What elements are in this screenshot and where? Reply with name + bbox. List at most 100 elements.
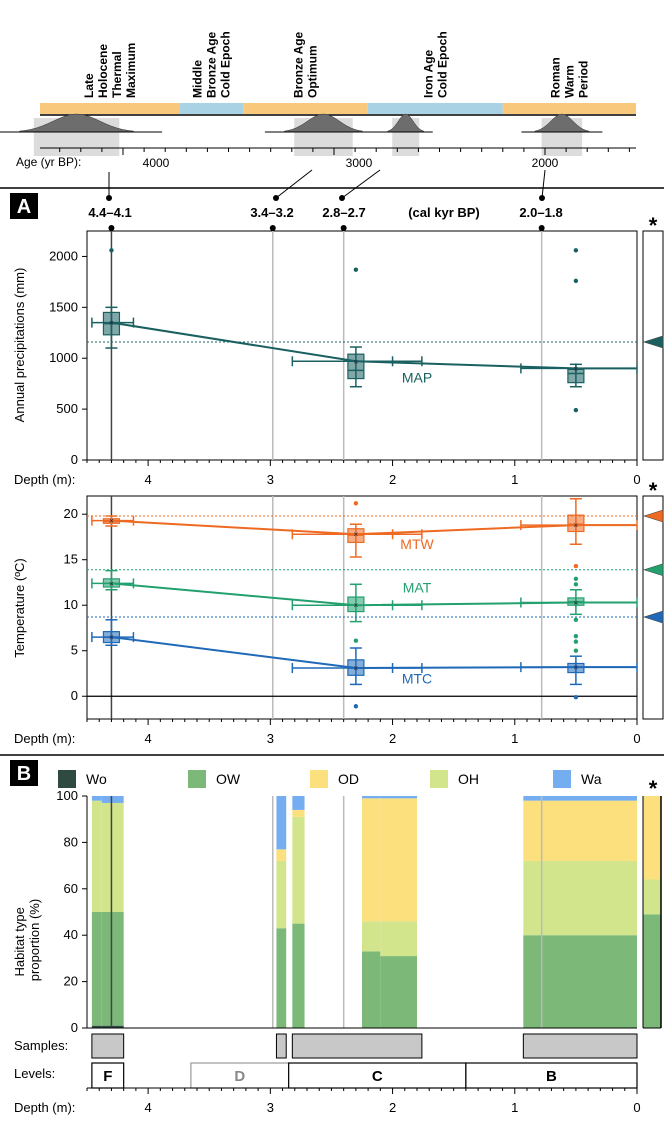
age-tick-label: 4000 — [143, 156, 170, 170]
sample-range — [291, 1033, 423, 1059]
period-band — [179, 103, 244, 114]
connector-dot — [539, 195, 545, 201]
box-outlier — [573, 639, 579, 644]
level-box — [91, 1062, 125, 1089]
correlation-dot — [538, 225, 545, 231]
x-tick-label: 4 — [144, 472, 151, 487]
precip-y-label: Annual precipitations (mm) — [12, 268, 27, 423]
habitat-segment — [101, 796, 124, 803]
precipitation-plot: 0 500 1000 1500 2000 × × × MAP 4 3 2 1 0 Annual pre… — [12, 213, 664, 487]
levels-label: Levels: — [14, 1066, 55, 1081]
box-mean-marker: × — [109, 319, 114, 328]
box-mean-marker: × — [109, 517, 114, 526]
habitat-y-label-line2: proportion (%) — [27, 899, 42, 981]
sample-range — [91, 1033, 125, 1059]
connector-line — [541, 169, 546, 199]
density-curve — [284, 113, 363, 133]
density-curve — [19, 113, 134, 133]
habitat-segment — [380, 956, 417, 1028]
temp-y-ticks: 0 5 10 15 20 — [64, 506, 87, 703]
box — [567, 368, 585, 384]
legend-label: OW — [216, 771, 241, 787]
habitat-segment — [362, 796, 381, 799]
box-mean-marker: × — [109, 579, 114, 588]
modern-value-marker — [643, 335, 664, 349]
x-tick-label: 1 — [511, 472, 518, 487]
period-label-line: Bronze Age — [205, 31, 219, 98]
box — [567, 662, 585, 674]
habitat-segment — [292, 923, 305, 1028]
habitat-segment — [276, 860, 287, 929]
legend-swatch — [310, 770, 328, 788]
habitat-y-tick-label: 20 — [64, 974, 78, 989]
habitat-segment — [276, 849, 287, 861]
habitat-segment — [523, 796, 637, 801]
temp-modern-markers — [643, 509, 664, 624]
period-label-line: Optimum — [306, 45, 320, 98]
box-outlier — [573, 563, 579, 569]
box-outlier — [573, 278, 579, 284]
correlation-dot — [108, 225, 115, 231]
habitat-y-tick-label: 100 — [56, 788, 78, 803]
habitat-segment — [292, 816, 305, 924]
period-label: Iron AgeCold Epoch — [421, 31, 449, 98]
box-outlier — [573, 633, 579, 639]
period-labels: LateHoloceneThermalMaximum MiddleBronze A… — [82, 31, 590, 98]
box-outlier — [573, 582, 579, 587]
box-outlier — [353, 267, 359, 272]
date-unit-label: (cal kyr BP) — [408, 205, 480, 220]
habitat-legend: Wo OW OD OH Wa — [58, 770, 602, 788]
box — [347, 353, 365, 380]
period-band — [367, 103, 503, 114]
panel-a-letter: A — [17, 196, 31, 218]
x-tick-label: 0 — [633, 731, 640, 746]
y-tick-label: 2000 — [49, 248, 78, 263]
box-outlier — [573, 576, 579, 582]
box-outlier — [573, 648, 579, 653]
panel-b-letter: B — [17, 763, 31, 785]
x-tick-label: 0 — [633, 472, 640, 487]
box-mean-marker: × — [354, 357, 359, 366]
habitat-plot: 0 20 40 60 80 100 Habitat type proportion (%)… — [12, 776, 662, 1035]
habitat-segment — [91, 800, 102, 912]
density-curve — [534, 113, 590, 133]
modern-value-marker — [643, 509, 664, 523]
habitat-y-label-line1: Habitat type — [12, 907, 27, 976]
box-outlier — [353, 704, 359, 709]
habitat-y-tick-label: 60 — [64, 881, 78, 896]
legend-swatch — [430, 770, 448, 788]
x-tick-label: 1 — [511, 731, 518, 746]
habitat-modern-star: * — [649, 776, 658, 801]
modern-habitat-segment — [643, 796, 661, 880]
temp-y-label: Temperature (ºC) — [12, 558, 27, 657]
box-mean-marker: × — [574, 364, 579, 373]
modern-habitat-segment — [643, 879, 661, 915]
habitat-segment — [276, 796, 287, 850]
habitat-segment — [362, 951, 381, 1028]
precip-frame — [86, 230, 638, 461]
x-tick-label: 2 — [389, 731, 396, 746]
period-band — [40, 103, 180, 114]
period-label-line: Bronze Age — [292, 31, 306, 98]
age-tick-label: 2000 — [532, 156, 559, 170]
series-label: MTW — [400, 536, 434, 552]
climate-timeline: LateHoloceneThermalMaximum MiddleBronze A… — [0, 31, 664, 201]
habitat-segment — [523, 860, 637, 936]
habitat-modern-bar — [642, 796, 662, 1029]
period-band — [243, 103, 368, 114]
y-tick-label: 1500 — [49, 299, 78, 314]
y-tick-label: 1000 — [49, 350, 78, 365]
panel-b-badge — [10, 760, 38, 786]
level-box — [288, 1062, 467, 1089]
series-label: MAP — [402, 370, 432, 386]
correlation-dot — [269, 225, 276, 231]
correlation-dot — [340, 225, 347, 231]
connector-dot — [339, 195, 345, 201]
density-curve — [387, 113, 424, 133]
legend-swatch — [188, 770, 206, 788]
habitat-segment — [362, 798, 381, 922]
series-label: MTC — [402, 671, 432, 687]
box-outlier — [353, 638, 359, 643]
